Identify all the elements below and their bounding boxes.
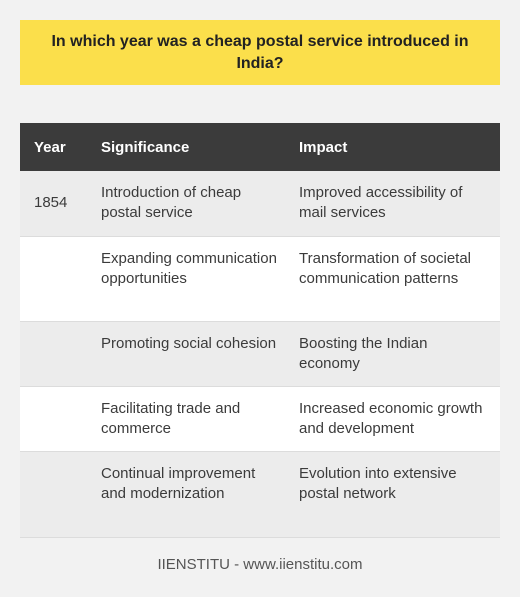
cell-significance: Facilitating trade and commerce bbox=[87, 386, 285, 452]
cell-significance: Expanding communication opportunities bbox=[87, 236, 285, 322]
question-banner: In which year was a cheap postal service… bbox=[20, 20, 500, 85]
table-row: Expanding communication opportunities Tr… bbox=[20, 236, 500, 322]
cell-year: 1854 bbox=[20, 171, 87, 237]
cell-impact: Boosting the Indian economy bbox=[285, 321, 500, 387]
cell-impact: Transformation of societal communication… bbox=[285, 236, 500, 322]
header-significance: Significance bbox=[87, 123, 285, 171]
cell-year bbox=[20, 386, 87, 452]
data-table: Year Significance Impact 1854 Introducti… bbox=[20, 123, 500, 538]
table-row: 1854 Introduction of cheap postal servic… bbox=[20, 171, 500, 237]
cell-impact: Improved accessibility of mail services bbox=[285, 171, 500, 237]
question-text: In which year was a cheap postal service… bbox=[51, 32, 469, 72]
table-row: Facilitating trade and commerce Increase… bbox=[20, 386, 500, 452]
cell-impact: Increased economic growth and developmen… bbox=[285, 386, 500, 452]
cell-impact: Evolution into extensive postal network bbox=[285, 451, 500, 538]
cell-significance: Continual improvement and modernization bbox=[87, 451, 285, 538]
cell-year bbox=[20, 236, 87, 322]
cell-significance: Introduction of cheap postal service bbox=[87, 171, 285, 237]
cell-significance: Promoting social cohesion bbox=[87, 321, 285, 387]
footer-credit: IIENSTITU - www.iienstitu.com bbox=[157, 556, 363, 573]
cell-year bbox=[20, 321, 87, 387]
table-row: Promoting social cohesion Boosting the I… bbox=[20, 321, 500, 387]
header-year: Year bbox=[20, 123, 87, 171]
header-impact: Impact bbox=[285, 123, 500, 171]
table-row: Continual improvement and modernization … bbox=[20, 451, 500, 538]
table-header-row: Year Significance Impact bbox=[20, 123, 500, 171]
cell-year bbox=[20, 451, 87, 538]
